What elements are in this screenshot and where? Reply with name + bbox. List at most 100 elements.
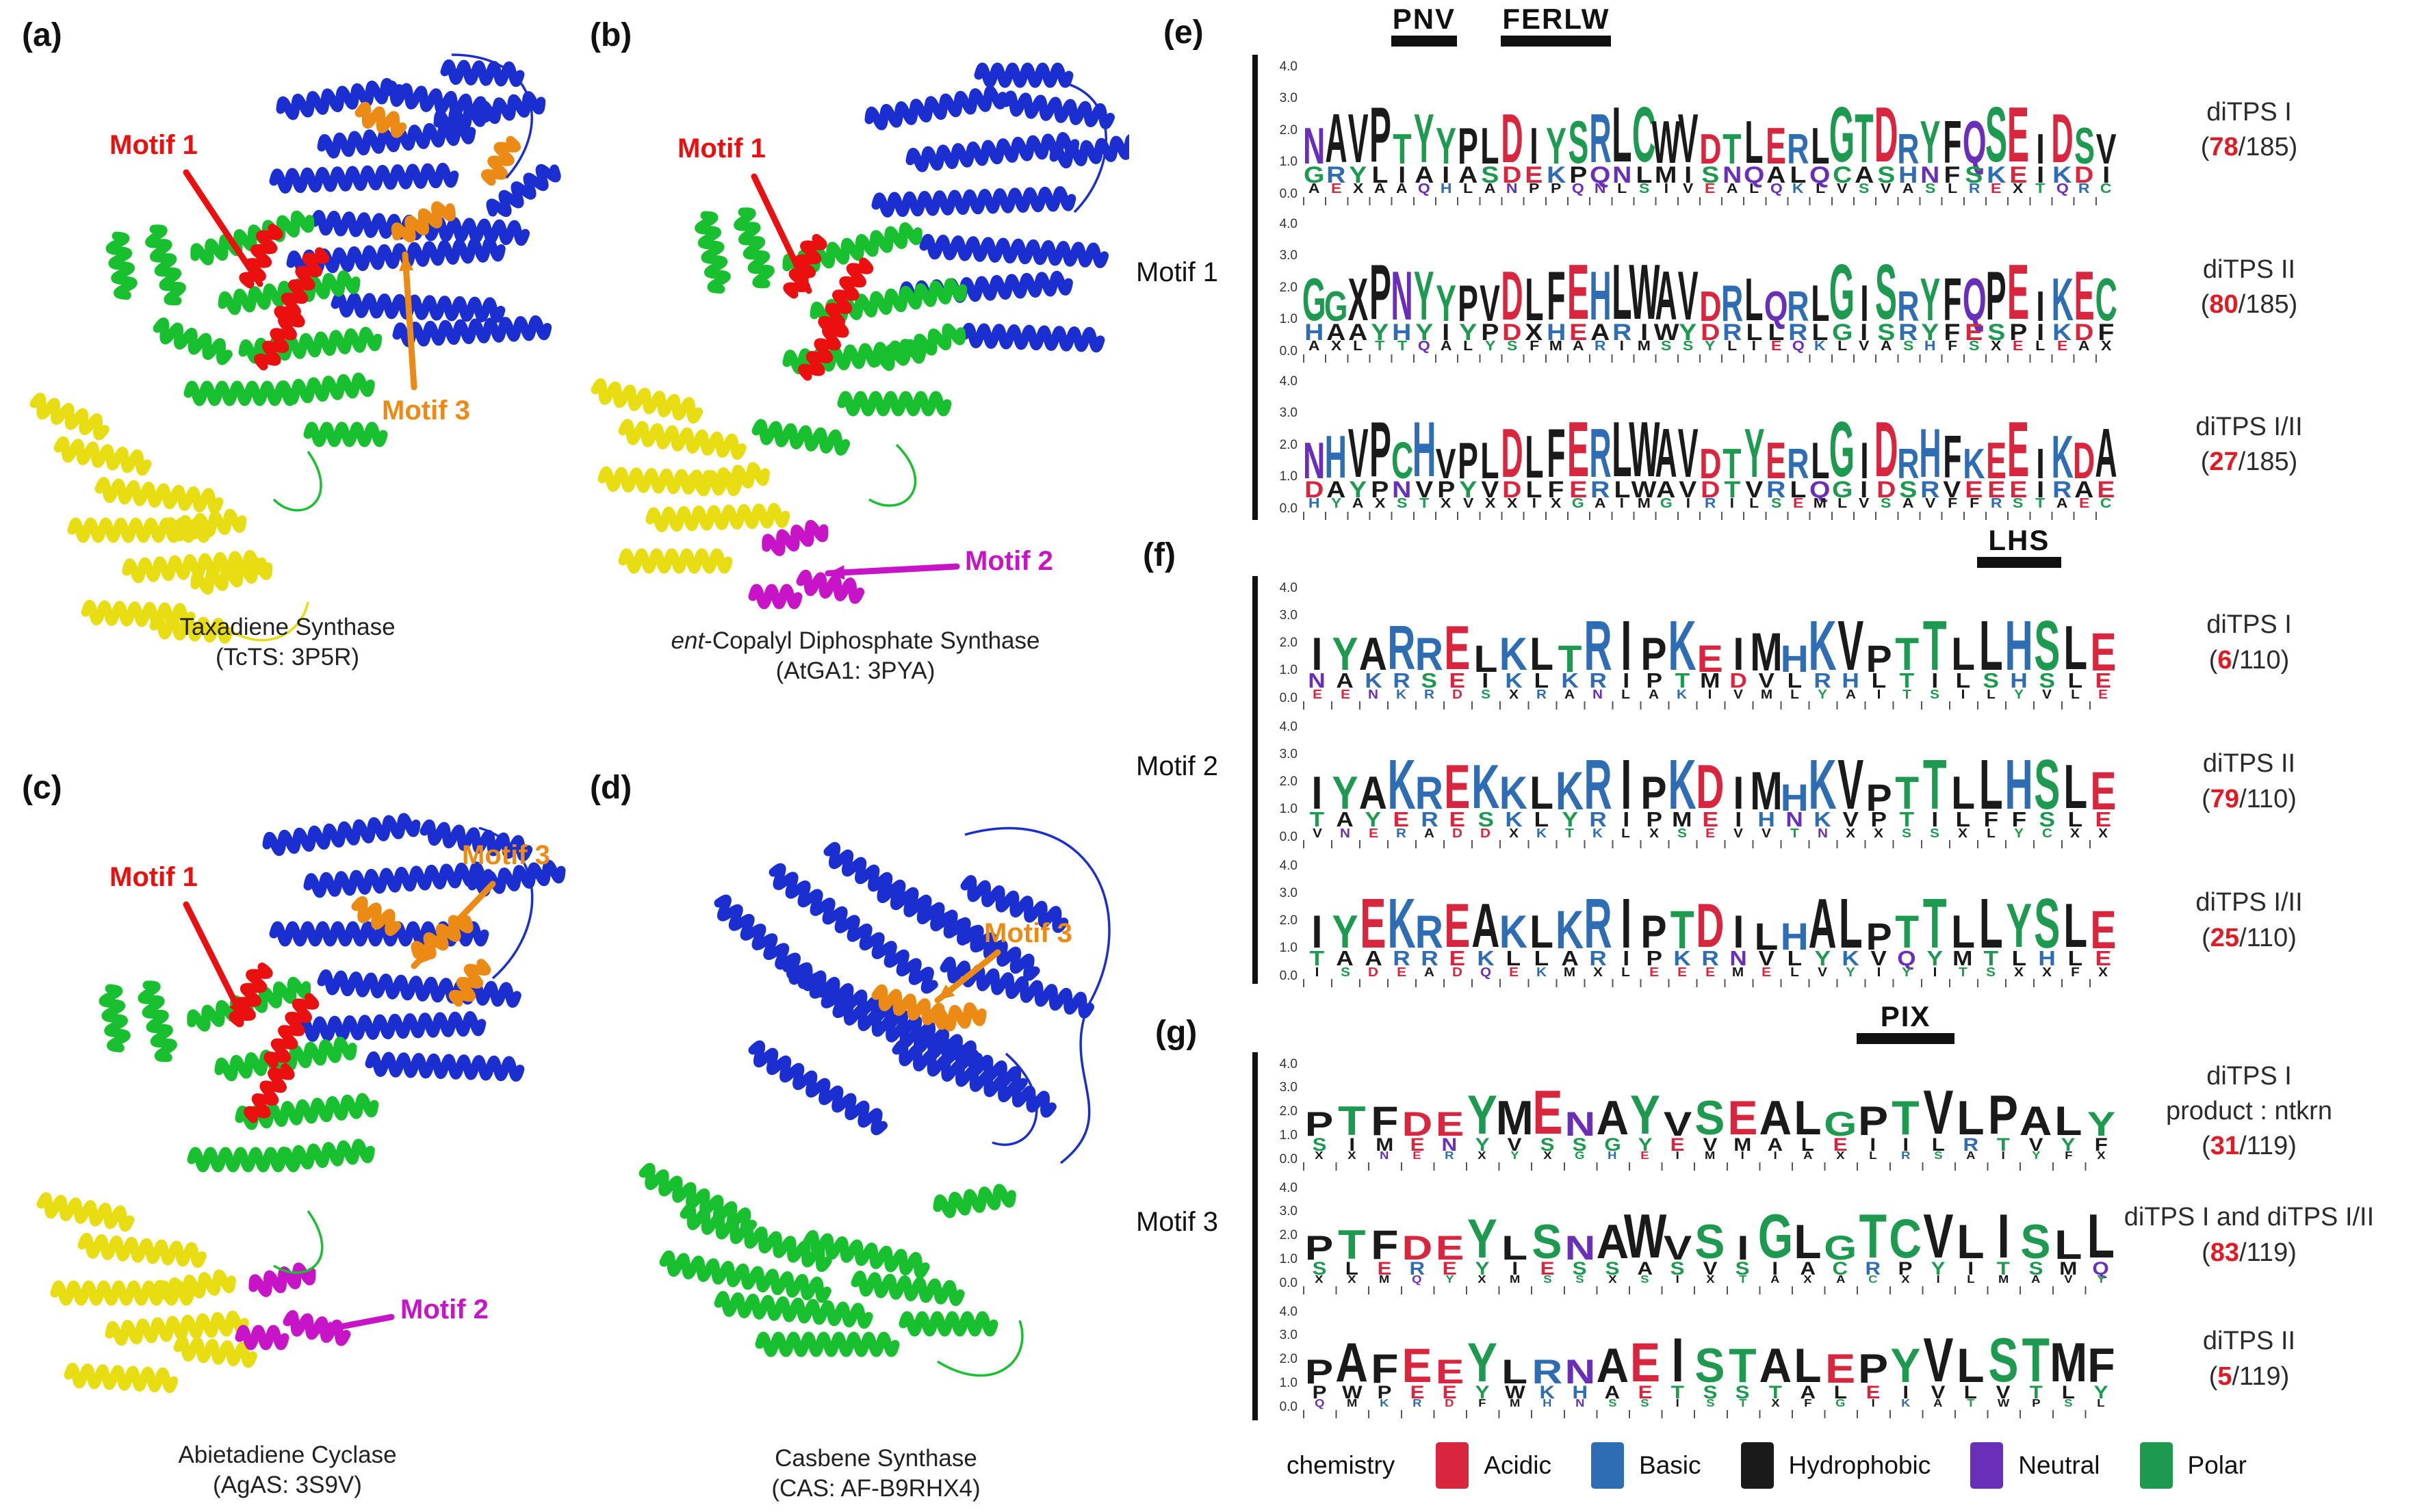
logo-letter: W	[1341, 1381, 1363, 1403]
count-value: 6	[2217, 645, 2232, 675]
conserved-motif-text: LHS	[1988, 524, 2050, 556]
logo-block: 4.0 3.0 2.0 1.0 0.0 LHS I N E Y A E A K N R R K R S R E E D L I S K…	[1261, 524, 2381, 709]
group-label: diTPS I (6/110)	[2117, 608, 2381, 678]
logo-axis-line	[1252, 1052, 1258, 1420]
logo-letter: I	[2036, 283, 2045, 330]
logo-letter: R	[1897, 125, 1920, 173]
logo-letter: T	[1722, 440, 1742, 488]
logo-letter: T	[1855, 101, 1874, 178]
logo-letter: T	[1670, 899, 1694, 961]
logo-letter: X	[1352, 181, 1364, 197]
logo-letter: A	[1596, 1214, 1629, 1269]
logo-letter: V	[2042, 687, 2052, 701]
logo-letter: K	[1364, 669, 1382, 693]
logo-letter: M	[1732, 965, 1744, 979]
logo-letter: L	[2063, 614, 2087, 683]
logo-letter: V	[1436, 440, 1456, 488]
logo-letter: I	[1860, 319, 1868, 346]
logo-letter: K	[1536, 826, 1547, 840]
logo-letter: E	[1540, 1257, 1555, 1279]
y-tick-label: 4.0	[1279, 1056, 1298, 1071]
y-tick-label: 2.0	[1279, 913, 1298, 928]
logo-letter: Y	[1744, 415, 1765, 493]
logo-letter: C	[2100, 496, 2113, 512]
logo-letter: S	[1933, 1149, 1943, 1162]
logo-letter: C	[1391, 432, 1413, 490]
y-tick-label: 0.0	[1279, 1275, 1298, 1290]
logo-letter: L	[1790, 161, 1807, 188]
logo-letter: G	[1660, 496, 1673, 512]
logo-letter: S	[1575, 1273, 1584, 1286]
logo-letter: T	[1983, 947, 1999, 971]
logo-letter: A	[1374, 181, 1386, 197]
logo-letter: T	[1558, 636, 1582, 680]
logo-letter: P	[1551, 181, 1562, 197]
logo-letter: E	[1986, 432, 2006, 490]
logo-letter: R	[1701, 947, 1719, 971]
logo-letter: M	[1998, 1273, 2009, 1286]
x-axis-ticks	[1303, 1162, 2117, 1171]
logo-letter: K	[1677, 687, 1688, 701]
logo-letter: E	[1449, 808, 1466, 832]
y-tick-label: 0.0	[1279, 968, 1298, 983]
logo-letter: Y	[1510, 1149, 1519, 1162]
logo-letter: N	[1380, 1149, 1389, 1162]
logo-letter: E	[1569, 319, 1587, 346]
motif-side-label-f: Motif 2	[1136, 751, 1219, 781]
logo-letter: L	[1525, 265, 1544, 334]
logo-blocks-f: 4.0 3.0 2.0 1.0 0.0 LHS I N E Y A E A K N R R K R S R E E D L I S K…	[1261, 524, 2381, 993]
logo-letter: L	[1955, 669, 1970, 693]
logo-letter: V	[1415, 476, 1433, 503]
y-tick-label: 0.0	[1279, 829, 1298, 844]
logo-letter: S	[1532, 1214, 1562, 1269]
logo-letter: X	[1770, 1397, 1780, 1409]
logo-letter: R	[1787, 283, 1809, 330]
logo-letter: H	[2038, 947, 2056, 971]
logo-area: PIX P S X T I X F M N D E E E N R Y Y X M V Y E S X N S G A G H Y Y E V E I S…	[1303, 1000, 2117, 1171]
legend-item-neutral: Neutral	[1970, 1442, 2100, 1489]
logo-letter: K	[1900, 1397, 1911, 1409]
logo-letter: Y	[1467, 1332, 1497, 1394]
logo-letter: Y	[1921, 319, 1939, 346]
x-axis-ticks	[1303, 512, 2117, 520]
legend-item-acidic: Acidic	[1436, 1442, 1551, 1489]
logo-letter: I	[1997, 1201, 2010, 1272]
logo-letter: P	[1458, 432, 1479, 490]
logo-letter: Y	[1920, 108, 1941, 177]
logo-letter: A	[1902, 496, 1914, 512]
logo-letter: Y	[1436, 117, 1456, 175]
logo-letter: W	[1997, 1397, 2009, 1409]
count-value: 5	[2217, 1361, 2232, 1391]
logo-letter: H	[1919, 415, 1941, 493]
logo-letter: Y	[1436, 274, 1456, 333]
logo-letter: H	[1608, 1149, 1617, 1162]
logo-letter: R	[1445, 1149, 1454, 1162]
